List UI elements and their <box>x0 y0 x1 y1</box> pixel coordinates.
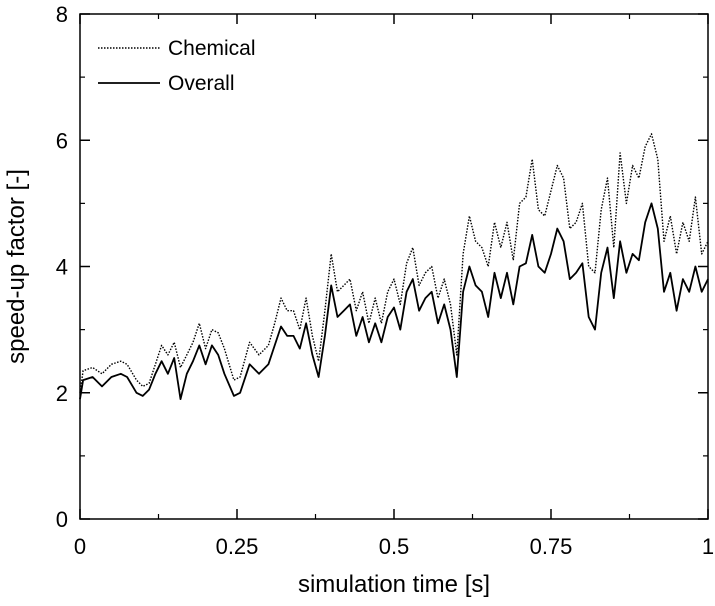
legend-label-chemical: Chemical <box>168 37 256 60</box>
y-axis-ticks: 0 2 4 6 8 <box>56 2 708 532</box>
x-axis-ticks: 0 0.25 0.5 0.75 1 <box>74 14 714 559</box>
x-axis-title: simulation time [s] <box>298 571 490 598</box>
plot-lines <box>79 133 709 400</box>
y-tick-label: 2 <box>56 381 68 406</box>
legend-label-overall: Overall <box>168 72 235 95</box>
x-tick-label: 0.75 <box>530 534 573 559</box>
y-axis-title: speed-up factor [-] <box>3 169 30 364</box>
x-tick-label: 0 <box>74 534 86 559</box>
x-tick-label: 0.25 <box>216 534 259 559</box>
x-tick-label: 1 <box>702 534 714 559</box>
y-tick-label: 8 <box>56 2 68 27</box>
series-line-chemical <box>79 133 709 393</box>
y-tick-label: 6 <box>56 128 68 153</box>
y-tick-label: 0 <box>56 507 68 532</box>
series-line-overall <box>79 202 709 400</box>
legend: Chemical Overall <box>98 37 256 95</box>
x-tick-label: 0.5 <box>379 534 410 559</box>
y-tick-label: 4 <box>56 255 68 280</box>
